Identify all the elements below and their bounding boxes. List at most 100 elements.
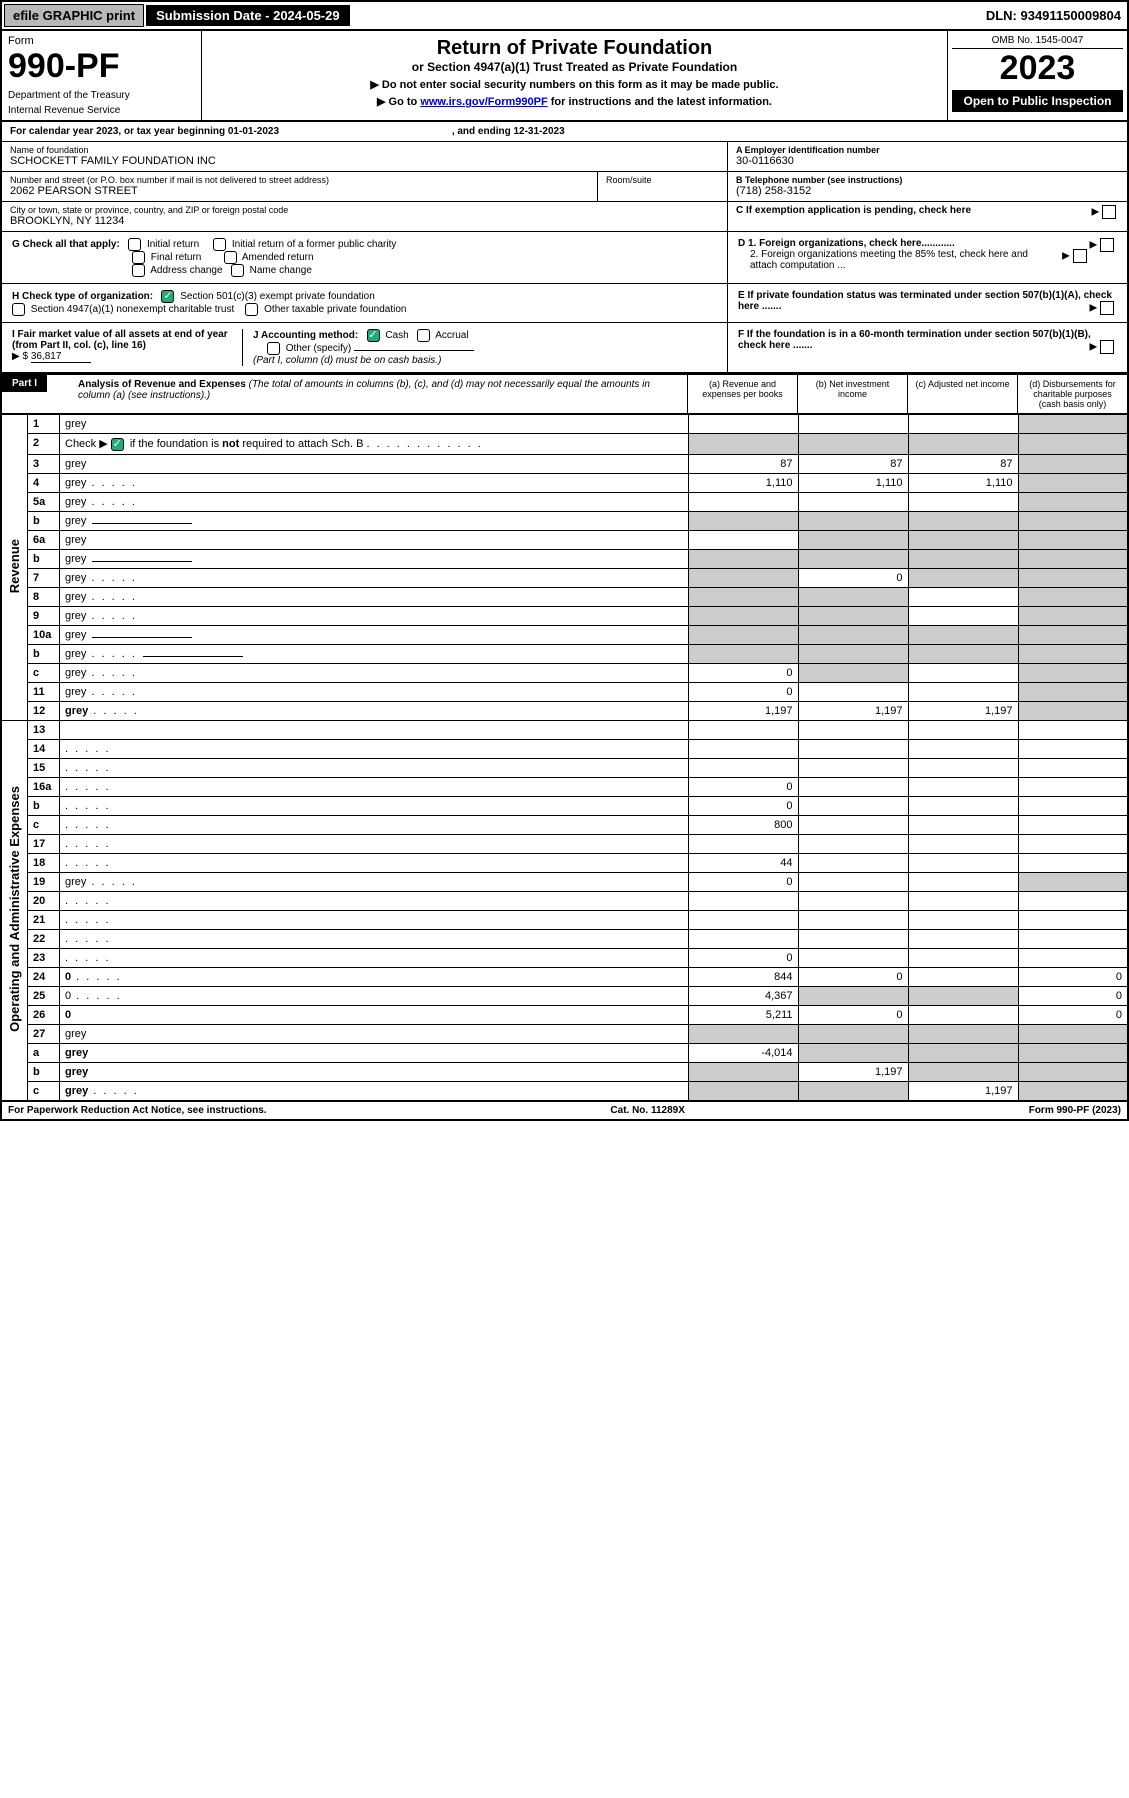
amount-cell xyxy=(1018,568,1128,587)
line-description: grey xyxy=(60,492,689,511)
check-section-g: G Check all that apply: Initial return I… xyxy=(0,232,1129,284)
line-number: 25 xyxy=(28,986,60,1005)
line-number: 12 xyxy=(28,701,60,720)
amount-cell xyxy=(798,1024,908,1043)
j-other-checkbox[interactable] xyxy=(267,342,280,355)
j-cash-label: Cash xyxy=(385,330,408,341)
line-number: 4 xyxy=(28,473,60,492)
line-number: 20 xyxy=(28,891,60,910)
amount-cell xyxy=(908,682,1018,701)
line-description: Check ▶ if the foundation is not require… xyxy=(60,434,689,455)
line-description: grey xyxy=(60,682,689,701)
h-4947-checkbox[interactable] xyxy=(12,303,25,316)
line-description xyxy=(60,739,689,758)
h-501c3-label: Section 501(c)(3) exempt private foundat… xyxy=(180,291,375,302)
j-cash-checkbox[interactable] xyxy=(367,329,380,342)
amount-cell xyxy=(1018,606,1128,625)
goto-note: ▶ Go to www.irs.gov/Form990PF for instru… xyxy=(212,95,937,108)
amount-cell xyxy=(798,891,908,910)
table-row: bgrey xyxy=(1,511,1128,530)
e-checkbox[interactable] xyxy=(1100,301,1114,315)
amount-cell: 1,197 xyxy=(908,1081,1018,1101)
line-description: grey xyxy=(60,1024,689,1043)
amount-cell xyxy=(798,834,908,853)
amount-cell: 87 xyxy=(908,454,1018,473)
line-description: 0 xyxy=(60,967,689,986)
h-other-checkbox[interactable] xyxy=(245,303,258,316)
table-row: 11grey0 xyxy=(1,682,1128,701)
line-description xyxy=(60,758,689,777)
amount-cell xyxy=(1018,549,1128,568)
amount-cell xyxy=(908,758,1018,777)
opex-section-label: Operating and Administrative Expenses xyxy=(1,720,28,1101)
g-amended-label: Amended return xyxy=(242,252,314,263)
g-addr-checkbox[interactable] xyxy=(132,264,145,277)
line-description: 0 xyxy=(60,1005,689,1024)
line-number: 9 xyxy=(28,606,60,625)
g-name-checkbox[interactable] xyxy=(231,264,244,277)
amount-cell: 800 xyxy=(688,815,798,834)
table-row: 22 xyxy=(1,929,1128,948)
col-c-header: (c) Adjusted net income xyxy=(907,375,1017,413)
g-final-checkbox[interactable] xyxy=(132,251,145,264)
j-other-label: Other (specify) xyxy=(286,343,352,354)
amount-cell xyxy=(908,644,1018,663)
line-description: grey xyxy=(60,1062,689,1081)
amount-cell xyxy=(688,530,798,549)
j-accrual-checkbox[interactable] xyxy=(417,329,430,342)
amount-cell xyxy=(1018,1081,1128,1101)
line-number: b xyxy=(28,549,60,568)
line-number: 7 xyxy=(28,568,60,587)
table-row: 8grey xyxy=(1,587,1128,606)
line-number: c xyxy=(28,663,60,682)
d1-checkbox[interactable] xyxy=(1100,238,1114,252)
amount-cell xyxy=(1018,739,1128,758)
cat-no: Cat. No. 11289X xyxy=(610,1105,684,1116)
amount-cell: 87 xyxy=(798,454,908,473)
g-initial-former-checkbox[interactable] xyxy=(213,238,226,251)
line-description xyxy=(60,910,689,929)
amount-cell xyxy=(908,929,1018,948)
col-b-header: (b) Net investment income xyxy=(797,375,907,413)
form-header: Form 990-PF Department of the Treasury I… xyxy=(0,31,1129,122)
amount-cell xyxy=(798,492,908,511)
part1-label: Part I xyxy=(2,375,47,392)
amount-cell xyxy=(798,549,908,568)
header-right: OMB No. 1545-0047 2023 Open to Public In… xyxy=(947,31,1127,120)
amount-cell: 0 xyxy=(688,777,798,796)
g-amended-checkbox[interactable] xyxy=(224,251,237,264)
d2-checkbox[interactable] xyxy=(1073,249,1087,263)
line-description: grey xyxy=(60,549,689,568)
amount-cell xyxy=(1018,853,1128,872)
h-501c3-checkbox[interactable] xyxy=(161,290,174,303)
amount-cell: 4,367 xyxy=(688,986,798,1005)
f-checkbox[interactable] xyxy=(1100,340,1114,354)
d2-label: 2. Foreign organizations meeting the 85%… xyxy=(750,249,1050,271)
ein-row: A Employer identification number 30-0116… xyxy=(728,142,1127,172)
form990pf-link[interactable]: www.irs.gov/Form990PF xyxy=(420,96,547,108)
amount-cell xyxy=(1018,720,1128,739)
line-number: 27 xyxy=(28,1024,60,1043)
check-section-ij: I Fair market value of all assets at end… xyxy=(0,323,1129,374)
line-description: grey xyxy=(60,701,689,720)
amount-cell xyxy=(908,492,1018,511)
line-description: grey xyxy=(60,454,689,473)
line-description xyxy=(60,796,689,815)
c-checkbox[interactable] xyxy=(1102,205,1116,219)
amount-cell xyxy=(908,625,1018,644)
amount-cell xyxy=(1018,1062,1128,1081)
schb-checkbox[interactable] xyxy=(111,438,124,451)
header-left: Form 990-PF Department of the Treasury I… xyxy=(2,31,202,120)
line-description: grey xyxy=(60,415,689,434)
amount-cell xyxy=(798,1081,908,1101)
line-number: 5a xyxy=(28,492,60,511)
line-description: grey xyxy=(60,625,689,644)
efile-print-button[interactable]: efile GRAPHIC print xyxy=(4,4,144,27)
form-label: Form xyxy=(8,35,195,47)
dln: DLN: 93491150009804 xyxy=(986,8,1127,23)
line-number: 6a xyxy=(28,530,60,549)
g-initial-checkbox[interactable] xyxy=(128,238,141,251)
amount-cell xyxy=(908,986,1018,1005)
foundation-name-row: Name of foundation SCHOCKETT FAMILY FOUN… xyxy=(2,142,727,172)
amount-cell: 1,110 xyxy=(798,473,908,492)
